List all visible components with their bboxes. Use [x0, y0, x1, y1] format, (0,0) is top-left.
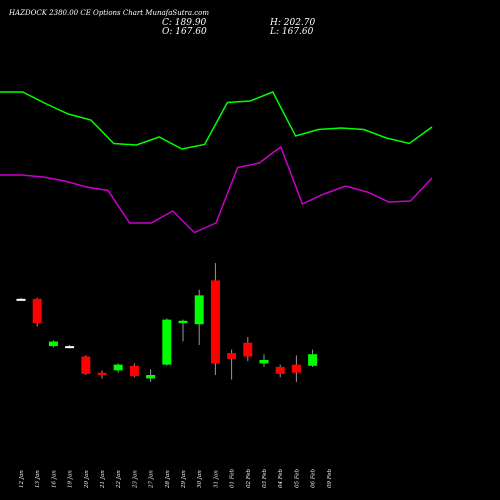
- chart-title: HAZDOCK 2380.00 CE Options Chart MunafaS…: [9, 9, 210, 17]
- x-tick-label: 30 Jan: [197, 470, 203, 488]
- x-tick-label: 04 Feb: [278, 468, 284, 488]
- ohlc-readout: C: 189.90 H: 202.70 O: 167.60 L: 167.60: [162, 19, 378, 37]
- candle-body: [259, 360, 269, 364]
- candle-body: [32, 298, 42, 324]
- x-tick-label: 02 Feb: [246, 468, 252, 488]
- candle-body: [210, 280, 220, 364]
- x-tick-label: 27 Jan: [149, 470, 155, 489]
- x-tick-label: 31 Jan: [213, 470, 219, 488]
- candle-body: [227, 353, 237, 359]
- candle-body: [65, 346, 75, 349]
- low-value: L: 167.60: [270, 27, 314, 37]
- candle-body: [81, 356, 91, 374]
- open-value: O: 167.60: [162, 27, 207, 37]
- x-tick-label: 20 Jan: [84, 470, 90, 489]
- x-tick-label: 05 Feb: [294, 468, 300, 488]
- x-tick-label: 23 Jan: [132, 470, 138, 489]
- high-value: H: 202.70: [270, 18, 316, 28]
- candle-body: [178, 320, 188, 324]
- x-tick-label: 03 Feb: [262, 468, 268, 488]
- candle-body: [162, 319, 172, 365]
- candle-body: [97, 372, 107, 375]
- candle-body: [275, 366, 285, 374]
- candle-body: [113, 364, 123, 371]
- x-tick-label: 19 Jan: [68, 470, 74, 488]
- close-value: C: 189.90: [162, 18, 207, 28]
- candle-body: [291, 364, 301, 373]
- x-tick-label: 21 Jan: [100, 470, 106, 489]
- candle-body: [194, 295, 204, 325]
- candle-body: [308, 354, 318, 366]
- candle-body: [243, 342, 253, 357]
- x-tick-label: 28 Jan: [165, 470, 171, 489]
- x-tick-label: 22 Jan: [116, 470, 122, 489]
- x-tick-label: 09 Feb: [327, 468, 333, 488]
- candle-body: [129, 365, 139, 377]
- x-tick-label: 16 Jan: [51, 470, 57, 488]
- x-tick-label: 12 Jan: [19, 470, 25, 488]
- candle-body: [146, 375, 156, 379]
- x-tick-label: 06 Feb: [311, 468, 317, 488]
- x-tick-label: 13 Jan: [35, 470, 41, 488]
- x-tick-label: 01 Feb: [230, 468, 236, 488]
- candle-body: [16, 298, 26, 301]
- candle-body: [48, 341, 58, 347]
- lower-band-line: [0, 145, 433, 234]
- upper-band-line: [0, 91, 433, 150]
- x-tick-label: 29 Jan: [181, 470, 187, 489]
